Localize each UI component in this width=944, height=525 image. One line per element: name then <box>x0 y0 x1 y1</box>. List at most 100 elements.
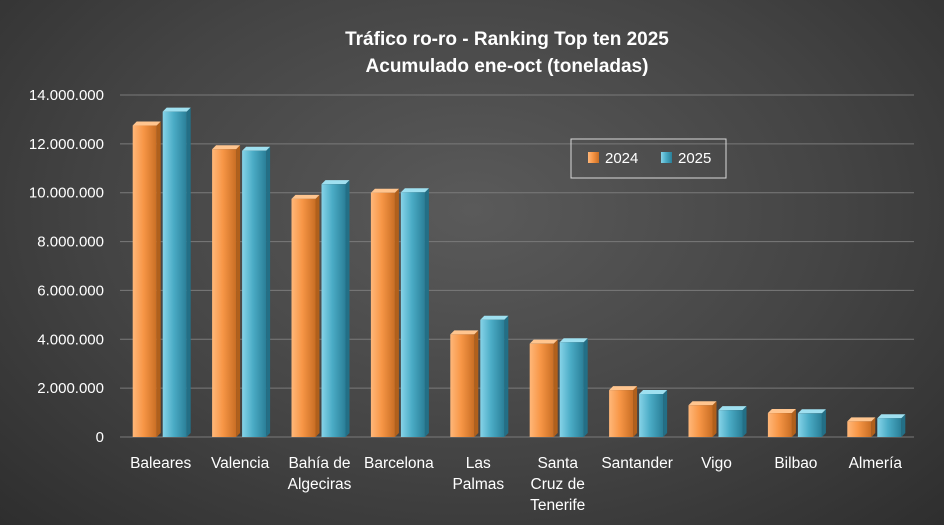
bar-front <box>212 149 237 437</box>
x-tick-label-line: Vigo <box>701 455 732 472</box>
x-tick-label-line: Barcelona <box>364 455 434 472</box>
bar-side <box>186 107 191 438</box>
bar-2024-4 <box>450 330 479 437</box>
bar-2025-0 <box>162 107 191 438</box>
bar-front <box>321 184 346 437</box>
bar-side <box>345 180 350 437</box>
bar-front <box>688 405 713 437</box>
x-tick-label: Vigo <box>701 455 732 472</box>
bar-top <box>877 414 906 419</box>
bar-top <box>847 417 876 422</box>
chart-title: Tráfico ro-ro - Ranking Top ten 2025 Acu… <box>345 29 669 77</box>
bar-front <box>529 343 554 437</box>
bars <box>132 107 906 438</box>
bar-top <box>450 330 479 335</box>
bar-front <box>797 413 822 437</box>
bar-side <box>553 339 558 437</box>
y-tick-label: 10.000.000 <box>29 185 104 202</box>
bar-top <box>212 145 241 150</box>
bar-front <box>132 125 157 438</box>
x-tick-label-line: Tenerife <box>530 497 585 514</box>
x-tick-label: Bilbao <box>774 455 817 472</box>
y-tick-label: 14.000.000 <box>29 87 104 104</box>
bar-top <box>370 188 399 193</box>
bar-top <box>132 121 161 126</box>
x-tick-label-line: Cruz de <box>531 476 585 493</box>
bar-2025-4 <box>480 315 509 437</box>
y-tick-label: 12.000.000 <box>29 136 104 153</box>
legend: 2024 2025 <box>570 138 727 179</box>
chart-title-line: Tráfico ro-ro - Ranking Top ten 2025 <box>345 29 669 50</box>
bar-top <box>688 401 717 406</box>
x-axis: Baleares Valencia Bahía de Algeciras Barcelo… <box>130 455 902 514</box>
x-tick-label: Barcelona <box>364 455 434 472</box>
x-tick-label-line: Santa <box>537 455 578 472</box>
y-axis: 0 2.000.000 4.000.000 6.000.000 8.000.000 10.… <box>29 87 104 446</box>
bar-2024-7 <box>688 401 717 437</box>
y-tick-label: 4.000.000 <box>37 331 104 348</box>
bar-2025-8 <box>797 409 826 437</box>
bar-top <box>767 409 796 414</box>
x-tick-label-line: Las <box>466 455 491 472</box>
bar-front <box>291 198 316 437</box>
bar-2024-2 <box>291 194 320 437</box>
bar-side <box>633 386 638 437</box>
bar-2024-1 <box>212 145 241 437</box>
y-tick-label: 6.000.000 <box>37 282 104 299</box>
bar-front <box>242 150 267 437</box>
bar-2024-3 <box>370 188 399 437</box>
x-tick-label: Santa Cruz de Tenerife <box>530 455 585 514</box>
bar-side <box>901 414 906 437</box>
legend-swatch-2025 <box>661 152 672 163</box>
bar-top <box>609 386 638 391</box>
chart-subtitle: Acumulado ene-oct (toneladas) <box>366 56 649 77</box>
bar-2025-5 <box>559 338 588 437</box>
bar-front <box>718 410 743 437</box>
x-tick-label-line: Valencia <box>211 455 270 472</box>
x-tick-label: Las Palmas <box>452 455 504 493</box>
bar-top <box>321 180 350 185</box>
bar-front <box>400 192 425 437</box>
y-tick-label: 8.000.000 <box>37 234 104 251</box>
bar-2025-6 <box>639 390 668 437</box>
bar-2024-6 <box>609 386 638 437</box>
bar-front <box>450 334 475 437</box>
bar-side <box>583 338 588 437</box>
legend-label-2024: 2024 <box>605 150 638 167</box>
bar-side <box>821 409 826 437</box>
x-tick-label-line: Baleares <box>130 455 191 472</box>
x-tick-label: Baleares <box>130 455 191 472</box>
bar-top <box>291 194 320 199</box>
bar-top <box>639 390 668 395</box>
bar-front <box>559 342 584 437</box>
bar-side <box>712 401 717 437</box>
legend-swatch-2024 <box>588 152 599 163</box>
x-tick-label: Almería <box>849 455 903 472</box>
bar-side <box>504 315 509 437</box>
x-tick-label-line: Algeciras <box>288 476 352 493</box>
bar-top <box>797 409 826 414</box>
bar-side <box>266 146 271 437</box>
bar-side <box>236 145 241 437</box>
bar-top <box>529 339 558 344</box>
bar-side <box>315 194 320 437</box>
bar-2024-0 <box>132 121 161 438</box>
bar-side <box>156 121 161 438</box>
x-tick-label-line: Palmas <box>452 476 504 493</box>
x-tick-label-line: Bahía de <box>288 455 350 472</box>
bar-front <box>480 319 505 437</box>
x-tick-label: Bahía de Algeciras <box>288 455 352 493</box>
bar-front <box>639 394 664 437</box>
bar-top <box>559 338 588 343</box>
bar-2025-9 <box>877 414 906 437</box>
bar-side <box>791 409 796 437</box>
bar-side <box>742 406 747 437</box>
bar-top <box>480 315 509 320</box>
bar-front <box>609 390 634 437</box>
bar-2025-2 <box>321 180 350 437</box>
bar-top <box>400 188 429 193</box>
x-tick-label-line: Bilbao <box>774 455 817 472</box>
bar-front <box>847 421 872 437</box>
